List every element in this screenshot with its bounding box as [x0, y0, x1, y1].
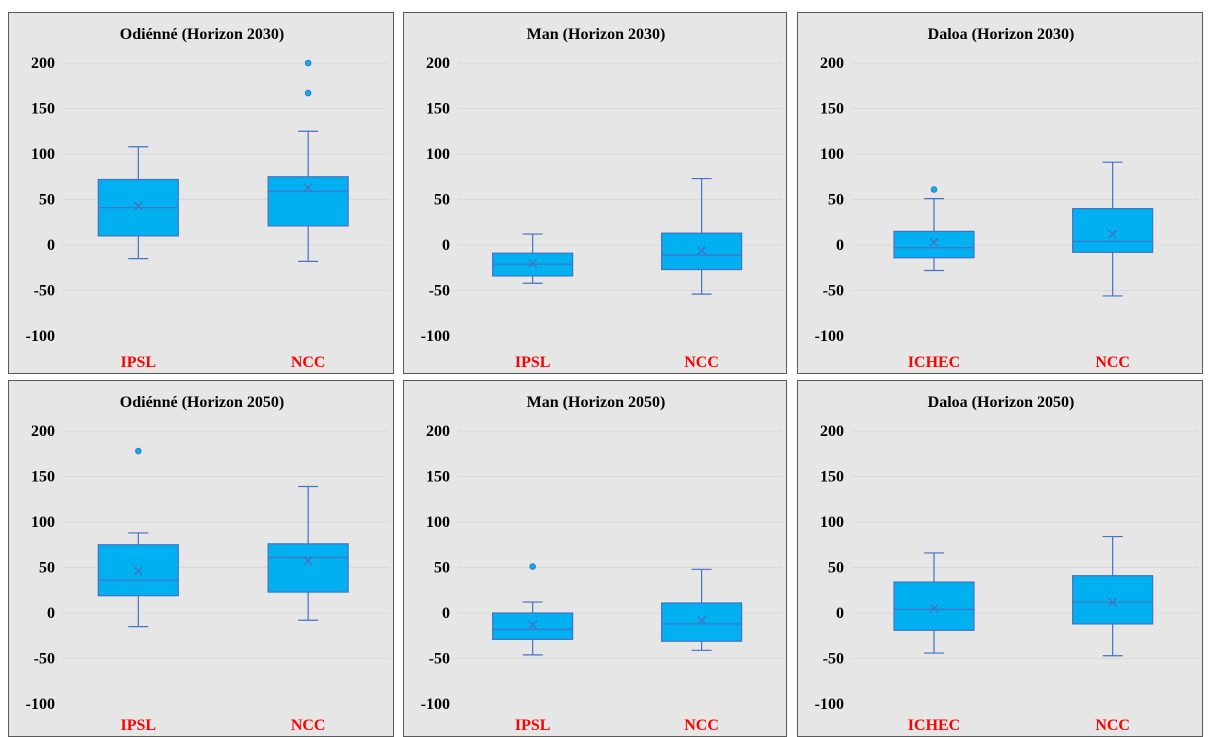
- y-tick-label: -50: [429, 283, 450, 300]
- box: [1072, 208, 1154, 253]
- y-tick-label: 200: [820, 423, 844, 440]
- chart-svg: Man (Horizon 2030) -100 -50 0 50 100 150 200 IPS…: [421, 26, 782, 371]
- chart-svg: Daloa (Horizon 2030) -100 -50 0 50 100 150 200 I…: [815, 26, 1198, 371]
- mean-marker: [133, 566, 143, 576]
- category-label: ICHEC: [908, 717, 960, 734]
- y-tick-label: 200: [31, 423, 55, 440]
- y-tick-label: 150: [820, 101, 844, 118]
- y-tick-label: -100: [26, 328, 55, 345]
- box: [1072, 575, 1154, 625]
- chart-title: Odiénné (Horizon 2050): [120, 394, 284, 411]
- chart-title: Daloa (Horizon 2050): [928, 394, 1075, 411]
- y-tick-label: 200: [426, 55, 450, 72]
- category-label: IPSL: [515, 717, 551, 734]
- y-tick-label: 150: [31, 101, 55, 118]
- y-tick-label: 0: [836, 237, 844, 254]
- y-tick-label: -50: [34, 283, 55, 300]
- y-tick-label: 150: [31, 469, 55, 486]
- y-tick-label: 150: [820, 469, 844, 486]
- y-tick-label: 100: [820, 146, 844, 163]
- outlier-point: [930, 186, 938, 193]
- mean-marker: [1108, 597, 1118, 607]
- y-tick-label: -100: [815, 328, 844, 345]
- outlier-point: [304, 89, 312, 97]
- mean-marker: [528, 620, 538, 630]
- y-tick-label: 50: [434, 560, 450, 577]
- mean-marker: [697, 246, 707, 255]
- box: [267, 176, 349, 227]
- y-tick-label: 200: [820, 55, 844, 72]
- y-tick-label: -100: [421, 696, 450, 713]
- category-label: NCC: [684, 717, 719, 734]
- mean-marker: [1108, 229, 1118, 239]
- y-tick-label: -50: [34, 651, 55, 668]
- chart-panel: Man (Horizon 2030) -100 -50 0 50 100 150 200 IPS…: [403, 12, 787, 374]
- y-tick-label: 150: [426, 101, 450, 118]
- mean-marker: [528, 258, 538, 268]
- mean-marker: [929, 237, 939, 247]
- chart-panel: Daloa (Horizon 2050) -100 -50 0 50 100 150 200 I…: [797, 380, 1203, 737]
- box: [267, 543, 349, 593]
- category-label: NCC: [684, 354, 719, 371]
- y-tick-label: 150: [426, 469, 450, 486]
- y-tick-label: 100: [31, 146, 55, 163]
- y-tick-label: 0: [442, 237, 450, 254]
- category-label: NCC: [1095, 354, 1130, 371]
- y-tick-label: 50: [828, 192, 844, 209]
- y-tick-label: 0: [47, 605, 55, 622]
- y-tick-label: 200: [426, 423, 450, 440]
- mean-marker: [929, 603, 939, 613]
- y-tick-label: 100: [31, 514, 55, 531]
- y-tick-label: -50: [429, 651, 450, 668]
- y-tick-label: 0: [836, 605, 844, 622]
- y-tick-label: 100: [820, 514, 844, 531]
- y-tick-label: -50: [823, 651, 844, 668]
- chart-panel: Daloa (Horizon 2030) -100 -50 0 50 100 150 200 I…: [797, 12, 1203, 374]
- category-label: IPSL: [515, 354, 551, 371]
- category-label: ICHEC: [908, 354, 960, 371]
- y-tick-label: -50: [823, 283, 844, 300]
- chart-panel: Odiénné (Horizon 2050) -100 -50 0 50 100 150 20…: [8, 380, 394, 737]
- y-tick-label: 100: [426, 146, 450, 163]
- category-label: IPSL: [121, 717, 157, 734]
- chart-title: Odiénné (Horizon 2030): [120, 26, 284, 43]
- mean-marker: [303, 556, 313, 566]
- outlier-point: [135, 447, 142, 455]
- chart-svg: Odiénné (Horizon 2050) -100 -50 0 50 100 150 20…: [26, 394, 389, 734]
- y-tick-label: 50: [828, 560, 844, 577]
- box: [492, 612, 574, 640]
- box: [893, 230, 975, 259]
- y-tick-label: -100: [26, 696, 55, 713]
- y-tick-label: 100: [426, 514, 450, 531]
- chart-svg: Man (Horizon 2050) -100 -50 0 50 100 150 200 IPS…: [421, 394, 782, 734]
- chart-svg: Daloa (Horizon 2050) -100 -50 0 50 100 150 200 I…: [815, 394, 1198, 734]
- outlier-point: [304, 59, 312, 67]
- y-tick-label: 50: [39, 192, 55, 209]
- outlier-point: [529, 563, 536, 570]
- box: [893, 581, 975, 631]
- box: [661, 602, 743, 642]
- y-tick-label: 200: [31, 55, 55, 72]
- y-tick-label: 50: [39, 560, 55, 577]
- y-tick-label: 0: [47, 237, 55, 254]
- y-tick-label: -100: [815, 696, 844, 713]
- chart-title: Daloa (Horizon 2030): [928, 26, 1075, 43]
- chart-title: Man (Horizon 2030): [527, 26, 666, 43]
- chart-panel: Odiénné (Horizon 2030) -100 -50 0 50 100 150 20…: [8, 12, 394, 374]
- y-tick-label: -100: [421, 328, 450, 345]
- y-tick-label: 0: [442, 605, 450, 622]
- category-label: NCC: [291, 717, 326, 734]
- y-tick-label: 50: [434, 192, 450, 209]
- category-label: IPSL: [121, 354, 157, 371]
- category-label: NCC: [291, 354, 326, 371]
- category-label: NCC: [1095, 717, 1130, 734]
- chart-panel: Man (Horizon 2050) -100 -50 0 50 100 150 200 IPS…: [403, 380, 787, 737]
- chart-title: Man (Horizon 2050): [527, 394, 666, 411]
- mean-marker: [133, 201, 143, 211]
- chart-svg: Odiénné (Horizon 2030) -100 -50 0 50 100 150 20…: [26, 26, 389, 371]
- mean-marker: [303, 183, 313, 193]
- mean-marker: [697, 615, 707, 625]
